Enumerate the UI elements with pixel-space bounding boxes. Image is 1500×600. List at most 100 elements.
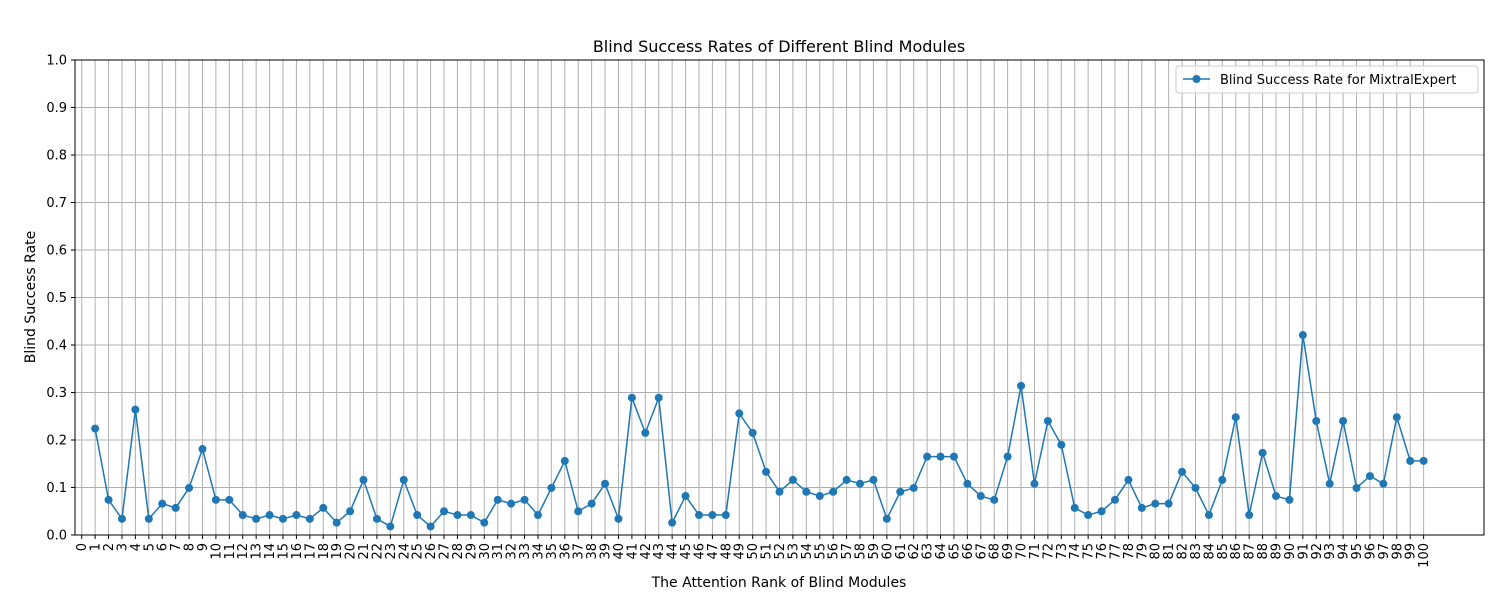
data-point xyxy=(1325,479,1334,488)
x-tick-label: 82 xyxy=(1176,543,1191,560)
x-tick-label: 58 xyxy=(854,543,869,560)
data-point xyxy=(909,483,918,492)
x-tick-label: 6 xyxy=(156,543,171,551)
x-tick-label: 19 xyxy=(330,543,345,560)
data-point xyxy=(1057,440,1066,449)
data-point xyxy=(292,511,301,520)
y-tick-label: 0.3 xyxy=(46,386,67,401)
data-point xyxy=(1084,511,1093,520)
data-point xyxy=(1178,467,1187,476)
x-tick-label: 61 xyxy=(894,543,909,560)
data-point xyxy=(493,495,502,504)
x-tick-label: 40 xyxy=(612,543,627,560)
x-tick-label: 42 xyxy=(639,543,654,560)
y-tick-label: 1.0 xyxy=(46,54,67,69)
x-tick-label: 45 xyxy=(679,543,694,560)
x-tick-label: 86 xyxy=(1229,543,1244,560)
data-point xyxy=(601,479,610,488)
data-point xyxy=(1003,452,1012,461)
x-tick-label: 89 xyxy=(1270,543,1285,560)
x-tick-label: 97 xyxy=(1377,543,1392,560)
x-tick-label: 22 xyxy=(370,543,385,560)
data-point xyxy=(641,428,650,437)
x-tick-label: 11 xyxy=(223,543,238,560)
x-tick-label: 57 xyxy=(840,543,855,560)
x-tick-label: 75 xyxy=(1082,543,1097,560)
x-tick-label: 76 xyxy=(1095,543,1110,560)
data-point xyxy=(949,452,958,461)
x-tick-label: 88 xyxy=(1256,543,1271,560)
x-tick-label: 79 xyxy=(1135,543,1150,560)
data-point xyxy=(856,479,865,488)
x-tick-label: 77 xyxy=(1108,543,1123,560)
data-point xyxy=(735,409,744,418)
x-tick-label: 31 xyxy=(491,543,506,560)
data-point xyxy=(1124,475,1133,484)
x-tick-label: 99 xyxy=(1404,543,1419,560)
data-point xyxy=(453,511,462,520)
data-point xyxy=(399,475,408,484)
data-point xyxy=(131,405,140,414)
data-point xyxy=(507,499,516,508)
x-tick-label: 38 xyxy=(585,543,600,560)
data-point xyxy=(802,487,811,496)
y-tick-label: 0.4 xyxy=(46,339,67,354)
data-point xyxy=(788,475,797,484)
x-tick-label: 56 xyxy=(827,543,842,560)
x-tick-label: 69 xyxy=(1001,543,1016,560)
data-point xyxy=(990,495,999,504)
data-point xyxy=(587,499,596,508)
x-tick-label: 80 xyxy=(1149,543,1164,560)
x-tick-label: 72 xyxy=(1041,543,1056,560)
data-point xyxy=(869,475,878,484)
data-point xyxy=(775,487,784,496)
data-point xyxy=(1030,479,1039,488)
data-point xyxy=(1312,417,1321,425)
x-tick-label: 28 xyxy=(451,543,466,560)
data-point xyxy=(721,511,730,520)
data-point xyxy=(1339,417,1348,425)
data-point xyxy=(1272,492,1281,501)
x-tick-label: 26 xyxy=(424,543,439,560)
data-point xyxy=(480,518,489,527)
x-tick-label: 48 xyxy=(719,543,734,560)
y-tick-label: 0.1 xyxy=(46,481,67,496)
data-point xyxy=(627,393,636,402)
x-tick-label: 50 xyxy=(746,543,761,560)
data-point xyxy=(319,503,328,512)
x-tick-label: 66 xyxy=(961,543,976,560)
x-tick-label: 1 xyxy=(89,543,104,551)
data-point xyxy=(1204,511,1213,520)
data-point xyxy=(829,487,838,496)
x-tick-label: 15 xyxy=(276,543,291,560)
data-point xyxy=(1070,503,1079,512)
x-tick-label: 54 xyxy=(800,543,815,560)
x-tick-label: 10 xyxy=(209,543,224,560)
x-tick-label: 41 xyxy=(625,543,640,560)
x-tick-label: 52 xyxy=(773,543,788,560)
x-tick-label: 9 xyxy=(196,543,211,551)
data-point xyxy=(762,467,771,476)
data-point xyxy=(346,507,355,516)
data-point xyxy=(654,393,663,402)
x-tick-label: 7 xyxy=(169,543,184,551)
x-tick-label: 60 xyxy=(880,543,895,560)
data-point xyxy=(1352,483,1361,492)
data-point xyxy=(1097,507,1106,516)
x-tick-label: 81 xyxy=(1162,543,1177,560)
y-tick-label: 0.8 xyxy=(46,149,67,164)
legend-label: Blind Success Rate for MixtralExpert xyxy=(1220,73,1456,88)
data-point xyxy=(520,495,529,504)
y-axis-label: Blind Success Rate xyxy=(23,231,39,364)
x-tick-label: 100 xyxy=(1417,543,1432,568)
x-tick-label: 53 xyxy=(786,543,801,560)
x-tick-label: 0 xyxy=(75,543,90,551)
x-tick-label: 2 xyxy=(102,543,117,551)
series-layer xyxy=(91,331,1428,531)
x-tick-label: 87 xyxy=(1243,543,1258,560)
x-tick-label: 12 xyxy=(236,543,251,560)
y-tick-label: 0.9 xyxy=(46,101,67,116)
y-tick-label: 0.5 xyxy=(46,291,67,306)
data-point xyxy=(158,499,167,508)
data-point xyxy=(171,503,180,512)
